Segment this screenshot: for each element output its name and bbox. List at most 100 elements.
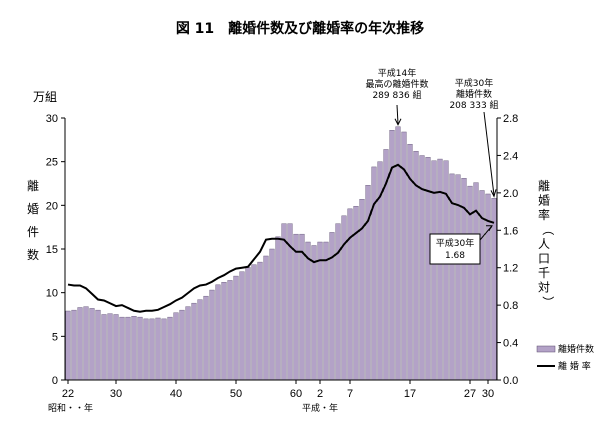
annotation-h30-count-arrowhead — [490, 189, 497, 198]
bar-S24 — [77, 307, 83, 381]
x-tick-label: 50 — [230, 388, 242, 400]
right-axis-label-char: ） — [541, 296, 555, 308]
x-tick-label: 17 — [404, 388, 416, 400]
bar-S33 — [131, 316, 137, 381]
bar-S50 — [233, 275, 239, 381]
x-tick-label: 27 — [464, 388, 476, 400]
x-tick-label: 22 — [62, 388, 74, 400]
left-axis-label-char: 婚 — [27, 202, 39, 216]
bar-H6 — [347, 208, 353, 381]
bar-S27 — [95, 309, 101, 381]
bar-H5 — [341, 215, 347, 381]
right-axis-label-char: 口 — [538, 252, 550, 266]
annotation-h30-rate-arrowhead — [486, 225, 493, 232]
left-tick-label: 30 — [46, 113, 58, 125]
left-axis-ticks: 0 5 10 15 20 25 30 — [46, 113, 65, 387]
bar-S32 — [125, 316, 131, 381]
bar-S29 — [107, 313, 113, 381]
legend-line-label: 離 婚 率 — [558, 360, 591, 372]
annotation-peak-line: 平成14年 — [378, 67, 416, 79]
bar-S40 — [173, 312, 179, 381]
x-tick-label: 60 — [290, 388, 302, 400]
right-tick-label: 2.8 — [503, 113, 518, 125]
bar-S56 — [269, 248, 275, 381]
right-tick-label: 1.6 — [503, 225, 518, 237]
annotation-h30-count-line: 平成30年 — [455, 77, 493, 89]
bar-S42 — [185, 306, 191, 381]
annotation-h30-count-arrow — [483, 111, 495, 196]
x-tick-label: 7 — [347, 388, 353, 400]
left-tick-label: 25 — [46, 157, 58, 169]
bar-S37 — [155, 317, 161, 381]
right-tick-label: 2.0 — [503, 188, 518, 200]
bar-S23 — [71, 309, 77, 381]
bar-H3 — [329, 232, 335, 381]
annotation-h30-rate-line: 1.68 — [445, 251, 465, 261]
left-tick-label: 5 — [52, 331, 58, 343]
bar-S28 — [101, 314, 107, 381]
bar-S51 — [239, 271, 245, 381]
bar-S38 — [161, 318, 167, 381]
bar-S43 — [191, 302, 197, 381]
legend-bar-swatch — [536, 345, 556, 353]
legend-bar-label: 離婚件数 — [558, 343, 594, 355]
left-tick-label: 0 — [52, 375, 58, 387]
bar-S55 — [263, 255, 269, 381]
left-axis-label-char: 数 — [27, 247, 39, 262]
chart-title: 図 11 離婚件数及び離婚率の年次推移 — [176, 20, 424, 37]
x-era-label-heisei: 平成・年 — [302, 402, 338, 414]
bar-S47 — [215, 284, 221, 381]
left-tick-label: 15 — [46, 244, 58, 256]
annotation-peak-line: 289 836 組 — [372, 89, 421, 101]
x-axis-ticks: 22 30 40 50 60 2 7 17 27 30 — [62, 380, 494, 400]
bar-S45 — [203, 295, 209, 381]
x-tick-label: 30 — [110, 388, 122, 400]
bar-H4 — [335, 223, 341, 381]
bar-S58 — [281, 223, 287, 381]
bar-S52 — [245, 267, 251, 381]
bar-S36 — [149, 318, 155, 381]
left-tick-label: 20 — [46, 200, 58, 212]
bar-S35 — [143, 318, 149, 381]
bar-H1 — [317, 241, 323, 381]
bar-S63 — [311, 245, 317, 381]
annotation-peak-arrow — [396, 104, 399, 124]
x-tick-label: 40 — [170, 388, 182, 400]
bar-S31 — [119, 316, 125, 381]
line-series-divorce-rate — [67, 163, 495, 313]
bar-H2 — [323, 241, 329, 381]
right-axis-label-char: 率 — [538, 207, 550, 222]
bar-S26 — [89, 308, 95, 381]
right-tick-label: 0.8 — [503, 300, 518, 312]
bar-S57 — [275, 236, 281, 381]
annotation-h30-count-line: 208 333 組 — [449, 99, 498, 111]
right-axis-ticks: 0.0 0.4 0.8 1.2 1.6 2.0 2.4 2.8 — [497, 113, 518, 387]
annotation-h30-rate-box — [429, 233, 481, 265]
bar-S49 — [227, 280, 233, 381]
bar-S22 — [65, 310, 71, 381]
left-axis-label-char: 離 — [27, 179, 39, 193]
right-tick-label: 1.2 — [503, 263, 518, 275]
right-tick-label: 2.4 — [503, 150, 518, 162]
bar-S46 — [209, 289, 215, 381]
annotation-h30-count-line: 離婚件数 — [456, 88, 492, 100]
left-tick-label: 10 — [46, 288, 58, 300]
bar-H23 — [449, 173, 455, 381]
x-tick-label: 30 — [482, 388, 494, 400]
right-axis-label-char: 婚 — [538, 194, 550, 208]
left-axis-label-char: 件 — [27, 225, 39, 239]
right-tick-label: 0.0 — [503, 375, 518, 387]
left-axis-label: 離婚件数 — [27, 179, 39, 262]
bar-H10 — [371, 166, 377, 381]
x-era-label-showa: 昭和・・年 — [48, 402, 93, 414]
bar-S54 — [257, 261, 263, 381]
x-tick-label: 2 — [317, 388, 323, 400]
right-axis-label-char: 離 — [538, 179, 550, 193]
bar-S62 — [305, 241, 311, 381]
right-axis-label-char: 対 — [538, 281, 550, 295]
bar-S60 — [293, 233, 299, 381]
